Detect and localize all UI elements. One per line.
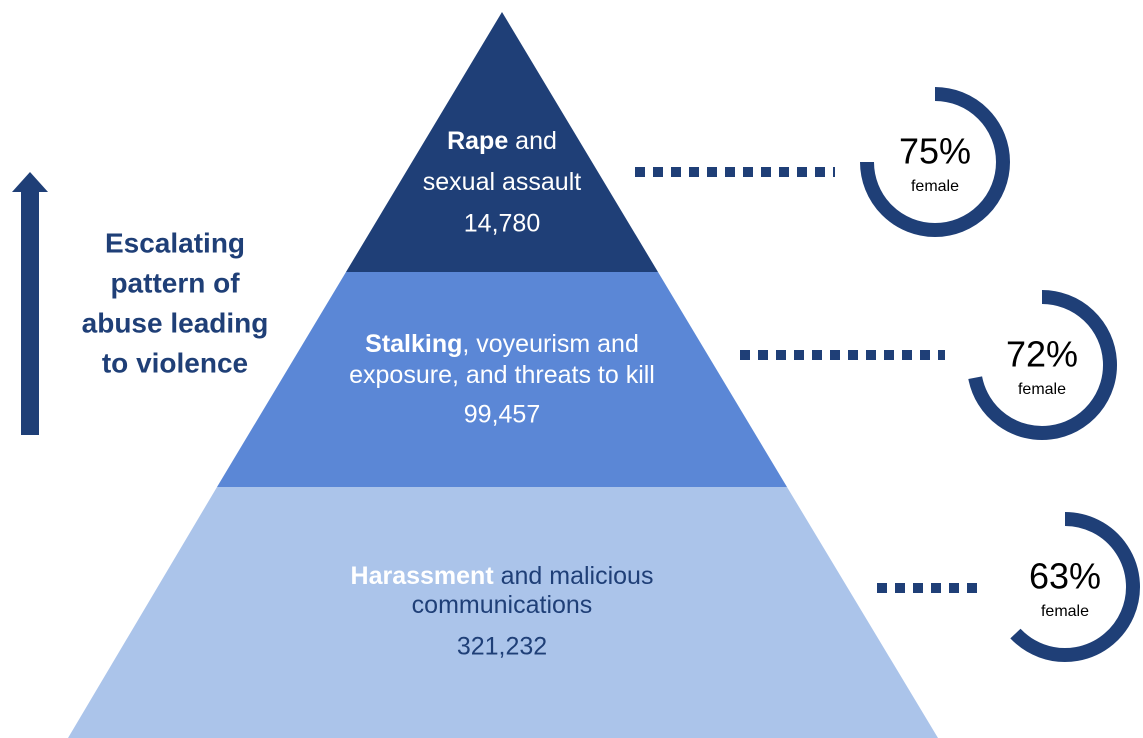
level-label-text: and (508, 127, 557, 155)
level-label-text: , voyeurism and (462, 330, 638, 358)
pyramid-bottom (68, 487, 938, 738)
level-label-text: sexual assault (423, 168, 581, 196)
percent-sub: female (1041, 603, 1089, 620)
arrow-head (12, 172, 48, 192)
side-label: Escalating (105, 227, 245, 258)
level-label-text: exposure, and threats to kill (349, 361, 655, 389)
percent-ring (1010, 512, 1140, 662)
percent-ring (860, 87, 1010, 237)
level-label-text: and malicious (494, 562, 654, 590)
level-label: Harassment and malicious (351, 562, 654, 590)
level-count: 321,232 (457, 633, 547, 661)
level-label-bold: Rape (447, 127, 508, 155)
percent-label: 72% (1006, 334, 1078, 375)
level-count: 14,780 (464, 210, 540, 238)
percent-label: 75% (899, 131, 971, 172)
level-label: sexual assault (423, 168, 581, 196)
side-label: abuse leading (82, 307, 269, 338)
percent-ring (968, 290, 1117, 440)
level-label: Stalking, voyeurism and (365, 330, 639, 358)
level-label-text: communications (412, 591, 593, 619)
level-label: Rape and (447, 127, 557, 155)
level-count: 99,457 (464, 401, 540, 429)
level-label-bold: Stalking (365, 330, 462, 358)
pyramid-middle (217, 272, 787, 487)
level-label: communications (412, 591, 593, 619)
level-label-bold: Harassment (351, 562, 495, 590)
percent-sub: female (1018, 381, 1066, 398)
percent-sub: female (911, 178, 959, 195)
side-label: pattern of (110, 267, 240, 298)
level-label: exposure, and threats to kill (349, 361, 655, 389)
pyramid-top (346, 12, 658, 272)
side-label: to violence (102, 347, 248, 378)
percent-label: 63% (1029, 556, 1101, 597)
